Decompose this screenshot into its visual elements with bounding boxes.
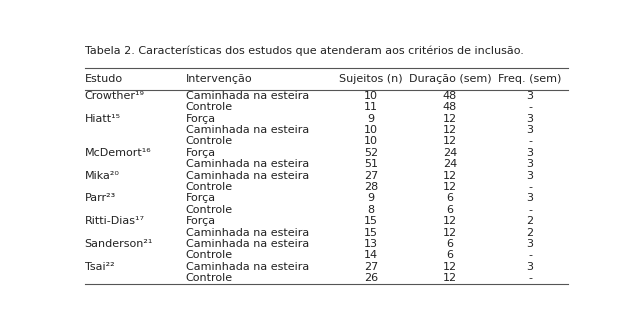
Text: 10: 10 (364, 91, 378, 101)
Text: -: - (528, 205, 532, 215)
Text: 9: 9 (368, 113, 375, 123)
Text: 15: 15 (364, 216, 378, 226)
Text: 3: 3 (527, 148, 534, 158)
Text: Sujeitos (n): Sujeitos (n) (339, 74, 403, 84)
Text: Força: Força (186, 216, 216, 226)
Text: 24: 24 (443, 148, 457, 158)
Text: 48: 48 (443, 91, 457, 101)
Text: 51: 51 (364, 159, 378, 169)
Text: Controle: Controle (186, 250, 233, 260)
Text: 27: 27 (364, 170, 378, 180)
Text: 12: 12 (443, 262, 457, 272)
Text: 14: 14 (364, 250, 378, 260)
Text: Controle: Controle (186, 102, 233, 112)
Text: 26: 26 (364, 273, 378, 283)
Text: 3: 3 (527, 170, 534, 180)
Text: 28: 28 (364, 182, 378, 192)
Text: 3: 3 (527, 239, 534, 249)
Text: 11: 11 (364, 102, 378, 112)
Text: 8: 8 (368, 205, 375, 215)
Text: 3: 3 (527, 159, 534, 169)
Text: Caminhada na esteira: Caminhada na esteira (186, 227, 309, 237)
Text: Freq. (sem): Freq. (sem) (498, 74, 562, 84)
Text: -: - (528, 182, 532, 192)
Text: Estudo: Estudo (85, 74, 123, 84)
Text: Caminhada na esteira: Caminhada na esteira (186, 159, 309, 169)
Text: 12: 12 (443, 113, 457, 123)
Text: 3: 3 (527, 193, 534, 203)
Text: Controle: Controle (186, 136, 233, 146)
Text: Duração (sem): Duração (sem) (408, 74, 491, 84)
Text: 52: 52 (364, 148, 378, 158)
Text: 2: 2 (527, 227, 534, 237)
Text: -: - (528, 136, 532, 146)
Text: Intervenção: Intervenção (186, 74, 252, 84)
Text: 12: 12 (443, 170, 457, 180)
Text: 13: 13 (364, 239, 378, 249)
Text: Controle: Controle (186, 182, 233, 192)
Text: Controle: Controle (186, 273, 233, 283)
Text: Força: Força (186, 193, 216, 203)
Text: -: - (528, 273, 532, 283)
Text: Caminhada na esteira: Caminhada na esteira (186, 125, 309, 135)
Text: Caminhada na esteira: Caminhada na esteira (186, 91, 309, 101)
Text: 12: 12 (443, 125, 457, 135)
Text: 12: 12 (443, 216, 457, 226)
Text: Caminhada na esteira: Caminhada na esteira (186, 262, 309, 272)
Text: Parr²³: Parr²³ (85, 193, 116, 203)
Text: 3: 3 (527, 113, 534, 123)
Text: McDemort¹⁶: McDemort¹⁶ (85, 148, 151, 158)
Text: -: - (528, 250, 532, 260)
Text: 15: 15 (364, 227, 378, 237)
Text: Crowther¹⁹: Crowther¹⁹ (85, 91, 145, 101)
Text: Tabela 2. Características dos estudos que atenderam aos critérios de inclusão.: Tabela 2. Características dos estudos qu… (85, 45, 524, 56)
Text: Sanderson²¹: Sanderson²¹ (85, 239, 153, 249)
Text: 27: 27 (364, 262, 378, 272)
Text: -: - (528, 102, 532, 112)
Text: Caminhada na esteira: Caminhada na esteira (186, 239, 309, 249)
Text: 6: 6 (447, 205, 454, 215)
Text: 12: 12 (443, 136, 457, 146)
Text: 12: 12 (443, 182, 457, 192)
Text: 3: 3 (527, 262, 534, 272)
Text: Caminhada na esteira: Caminhada na esteira (186, 170, 309, 180)
Text: 48: 48 (443, 102, 457, 112)
Text: Força: Força (186, 113, 216, 123)
Text: 9: 9 (368, 193, 375, 203)
Text: Hiatt¹⁵: Hiatt¹⁵ (85, 113, 120, 123)
Text: 6: 6 (447, 250, 454, 260)
Text: 2: 2 (527, 216, 534, 226)
Text: 3: 3 (527, 91, 534, 101)
Text: 6: 6 (447, 239, 454, 249)
Text: Mika²⁰: Mika²⁰ (85, 170, 119, 180)
Text: 3: 3 (527, 125, 534, 135)
Text: Força: Força (186, 148, 216, 158)
Text: 24: 24 (443, 159, 457, 169)
Text: Ritti-Dias¹⁷: Ritti-Dias¹⁷ (85, 216, 145, 226)
Text: 10: 10 (364, 136, 378, 146)
Text: 6: 6 (447, 193, 454, 203)
Text: 10: 10 (364, 125, 378, 135)
Text: Tsai²²: Tsai²² (85, 262, 114, 272)
Text: 12: 12 (443, 273, 457, 283)
Text: Controle: Controle (186, 205, 233, 215)
Text: 12: 12 (443, 227, 457, 237)
